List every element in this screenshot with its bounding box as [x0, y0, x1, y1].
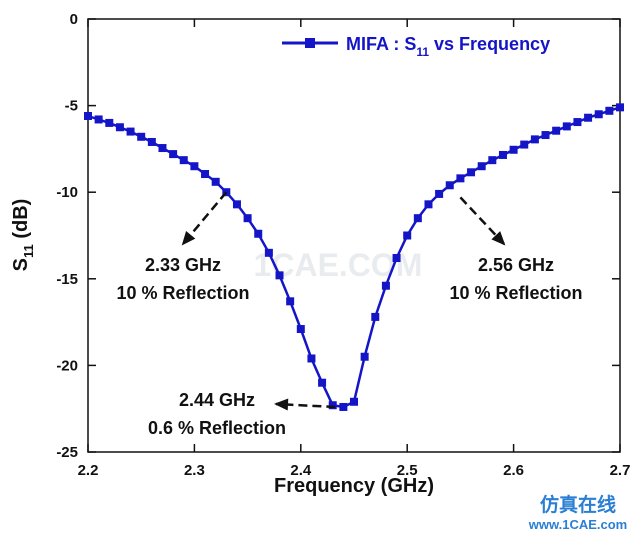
legend-label: MIFA : S11 vs Frequency [346, 34, 550, 59]
arrow-head [274, 398, 289, 411]
data-point [254, 229, 263, 238]
logo-url-text: www.1CAE.com [528, 517, 627, 532]
data-point [509, 145, 518, 154]
data-point [328, 401, 337, 410]
tick-labels: 2.2 2.3 2.4 2.5 2.6 2.7 0 -5 -10 -15 -20 -25 [56, 11, 630, 479]
data-point [477, 162, 486, 171]
annotation-reflection: 0.6 % Reflection [148, 418, 286, 438]
data-point [584, 113, 593, 122]
data-point [541, 131, 550, 140]
arrow-head [181, 230, 196, 246]
data-point [307, 354, 316, 363]
annotation-arrow [459, 196, 505, 245]
x-axis-title: Frequency (GHz) [274, 475, 434, 497]
y-tick-label: 0 [70, 11, 78, 28]
x-tick-label: 2.3 [184, 462, 205, 479]
data-point [190, 162, 199, 171]
data-point [520, 140, 529, 149]
y-tick-label: -25 [56, 444, 78, 461]
data-point [488, 156, 497, 165]
data-point [211, 177, 220, 186]
data-point [573, 118, 582, 127]
data-point [594, 110, 603, 119]
y-tick-label: -15 [56, 271, 78, 288]
data-point [467, 168, 476, 177]
data-point [530, 135, 539, 144]
data-point [275, 271, 284, 280]
data-point [126, 127, 135, 136]
annotation-freq: 2.33 GHz [145, 255, 221, 275]
data-point [371, 312, 380, 321]
x-tick-label: 2.2 [78, 462, 99, 479]
data-point [105, 118, 114, 127]
data-point [84, 111, 92, 120]
series-mifa-s11 [84, 103, 624, 411]
data-point [360, 352, 369, 361]
axis-ticks [87, 18, 621, 453]
legend-marker [305, 38, 315, 48]
annotation-2-44ghz: 2.44 GHz 0.6 % Reflection [148, 390, 336, 438]
data-point [616, 103, 624, 112]
annotation-freq: 2.44 GHz [179, 390, 255, 410]
data-point [445, 181, 454, 190]
y-tick-label: -20 [56, 357, 78, 374]
x-tick-label: 2.5 [397, 462, 418, 479]
x-tick-label: 2.7 [610, 462, 631, 479]
data-point [147, 137, 156, 146]
data-point [435, 189, 444, 198]
plot-frame [87, 18, 621, 453]
data-point [286, 297, 295, 306]
y-tick-label: -5 [65, 98, 78, 115]
data-point [264, 248, 273, 257]
data-point [392, 254, 401, 263]
annotation-freq: 2.56 GHz [478, 255, 554, 275]
data-point [232, 200, 241, 209]
annotation-reflection: 10 % Reflection [116, 283, 249, 303]
data-point [552, 126, 561, 135]
data-point [350, 397, 358, 406]
data-point [381, 281, 390, 290]
legend: MIFA : S11 vs Frequency [282, 34, 550, 59]
data-point [605, 106, 614, 115]
logo-chinese-text: 仿真在线 [540, 493, 616, 516]
data-point [179, 156, 188, 165]
data-point [413, 214, 422, 223]
data-point [318, 378, 327, 387]
data-point [456, 174, 465, 183]
data-point [137, 132, 146, 141]
data-point [339, 402, 348, 411]
annotation-reflection: 10 % Reflection [449, 283, 582, 303]
data-point [94, 115, 103, 124]
data-point [201, 170, 210, 179]
y-tick-label: -10 [56, 184, 78, 201]
arrow-head [491, 231, 506, 246]
data-point [158, 144, 167, 153]
data-point [403, 231, 412, 240]
annotation-2-56ghz: 2.56 GHz 10 % Reflection [449, 196, 583, 303]
annotation-2-33ghz: 2.33 GHz 10 % Reflection [116, 191, 250, 303]
data-point [498, 150, 507, 159]
data-point [243, 214, 252, 223]
y-axis-title: S11 (dB) [10, 199, 36, 272]
data-point [424, 200, 433, 209]
data-point [562, 122, 571, 131]
data-point [115, 123, 124, 132]
data-point [296, 325, 305, 334]
x-tick-label: 2.4 [290, 462, 312, 479]
site-logo: 仿真在线 www.1CAE.com [528, 493, 627, 532]
data-point [169, 150, 178, 159]
x-tick-label: 2.6 [503, 462, 524, 479]
